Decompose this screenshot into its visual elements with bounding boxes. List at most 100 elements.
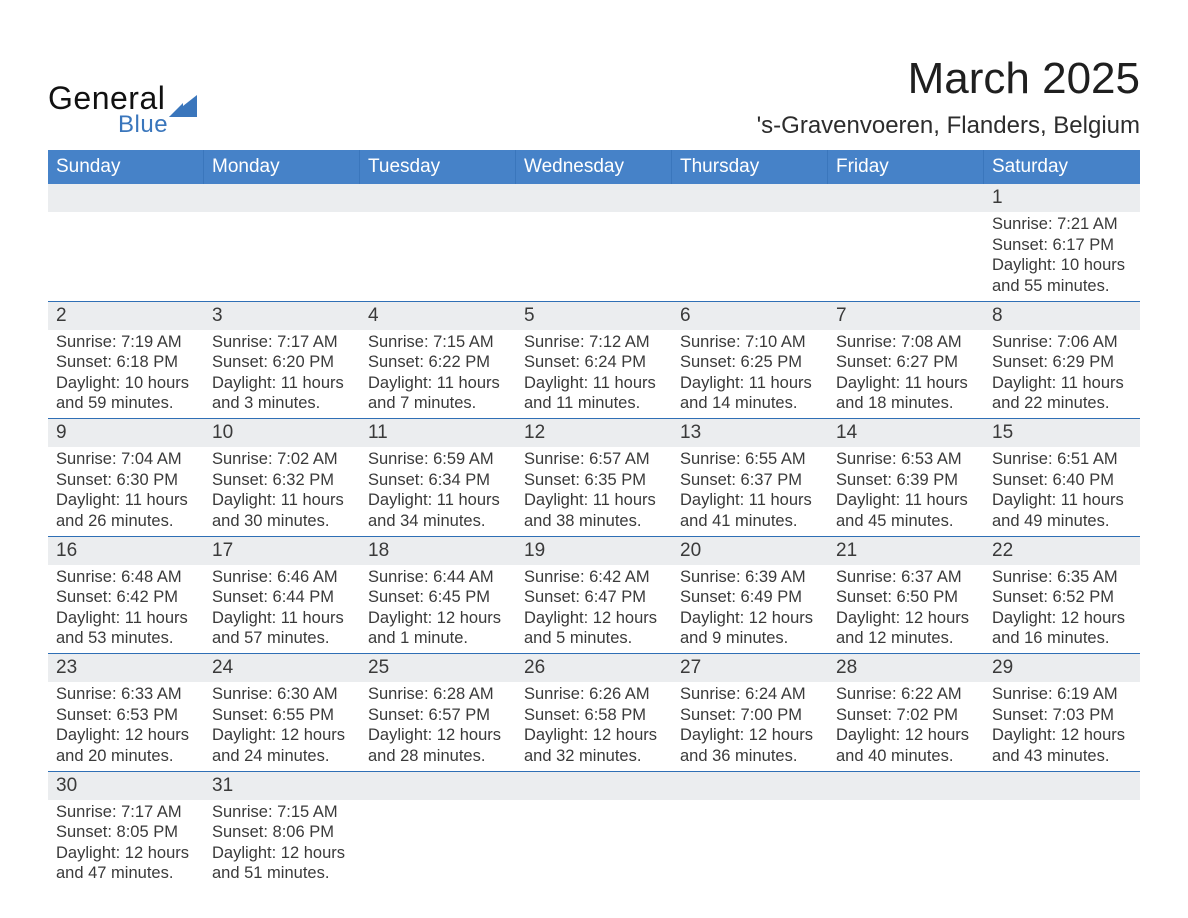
empty-cell xyxy=(828,212,984,301)
sunrise-text: Sunrise: 7:15 AM xyxy=(212,802,354,823)
day-number: 29 xyxy=(984,653,1140,682)
daylight1-text: Daylight: 11 hours xyxy=(212,373,354,394)
day-cell: Sunrise: 6:35 AMSunset: 6:52 PMDaylight:… xyxy=(984,565,1140,654)
daylight1-text: Daylight: 11 hours xyxy=(56,490,198,511)
day-number: 10 xyxy=(204,418,360,447)
daylight1-text: Daylight: 11 hours xyxy=(524,373,666,394)
day-number: 17 xyxy=(204,536,360,565)
day-number: 30 xyxy=(48,771,204,800)
daylight1-text: Daylight: 12 hours xyxy=(212,725,354,746)
daynum-row: 9101112131415 xyxy=(48,418,1140,447)
day-cell: Sunrise: 6:55 AMSunset: 6:37 PMDaylight:… xyxy=(672,447,828,536)
daylight2-text: and 11 minutes. xyxy=(524,393,666,414)
col-tuesday: Tuesday xyxy=(360,150,516,184)
sunrise-text: Sunrise: 7:06 AM xyxy=(992,332,1134,353)
sunset-text: Sunset: 7:03 PM xyxy=(992,705,1134,726)
col-monday: Monday xyxy=(204,150,360,184)
col-thursday: Thursday xyxy=(672,150,828,184)
day-number: 21 xyxy=(828,536,984,565)
sunset-text: Sunset: 6:29 PM xyxy=(992,352,1134,373)
day-cell: Sunrise: 7:12 AMSunset: 6:24 PMDaylight:… xyxy=(516,330,672,419)
day-number: 13 xyxy=(672,418,828,447)
sunset-text: Sunset: 6:27 PM xyxy=(836,352,978,373)
sunset-text: Sunset: 6:45 PM xyxy=(368,587,510,608)
sunrise-text: Sunrise: 7:10 AM xyxy=(680,332,822,353)
daylight1-text: Daylight: 11 hours xyxy=(212,608,354,629)
logo: General Blue xyxy=(48,80,197,139)
daylight2-text: and 16 minutes. xyxy=(992,628,1134,649)
day-cell: Sunrise: 6:44 AMSunset: 6:45 PMDaylight:… xyxy=(360,565,516,654)
sunrise-text: Sunrise: 6:51 AM xyxy=(992,449,1134,470)
col-sunday: Sunday xyxy=(48,150,204,184)
empty-cell xyxy=(672,212,828,301)
day-number: 23 xyxy=(48,653,204,682)
empty-cell xyxy=(360,800,516,889)
daylight1-text: Daylight: 12 hours xyxy=(992,608,1134,629)
daylight2-text: and 53 minutes. xyxy=(56,628,198,649)
daylight1-text: Daylight: 11 hours xyxy=(836,490,978,511)
col-wednesday: Wednesday xyxy=(516,150,672,184)
daylight2-text: and 14 minutes. xyxy=(680,393,822,414)
empty-cell xyxy=(516,184,672,212)
day-number: 5 xyxy=(516,301,672,330)
empty-cell xyxy=(360,184,516,212)
sunset-text: Sunset: 6:17 PM xyxy=(992,235,1134,256)
sunrise-text: Sunrise: 7:02 AM xyxy=(212,449,354,470)
sunset-text: Sunset: 8:06 PM xyxy=(212,822,354,843)
day-cell: Sunrise: 6:28 AMSunset: 6:57 PMDaylight:… xyxy=(360,682,516,771)
daylight2-text: and 5 minutes. xyxy=(524,628,666,649)
daylight2-text: and 30 minutes. xyxy=(212,511,354,532)
day-cell: Sunrise: 6:22 AMSunset: 7:02 PMDaylight:… xyxy=(828,682,984,771)
empty-cell xyxy=(984,771,1140,800)
daylight2-text: and 20 minutes. xyxy=(56,746,198,767)
daylight1-text: Daylight: 12 hours xyxy=(524,608,666,629)
sunrise-text: Sunrise: 6:48 AM xyxy=(56,567,198,588)
empty-cell xyxy=(828,184,984,212)
daylight2-text: and 28 minutes. xyxy=(368,746,510,767)
daylight2-text: and 43 minutes. xyxy=(992,746,1134,767)
empty-cell xyxy=(48,212,204,301)
sunrise-text: Sunrise: 6:37 AM xyxy=(836,567,978,588)
sunrise-text: Sunrise: 6:55 AM xyxy=(680,449,822,470)
sunrise-text: Sunrise: 6:42 AM xyxy=(524,567,666,588)
day-number: 20 xyxy=(672,536,828,565)
daylight1-text: Daylight: 12 hours xyxy=(680,725,822,746)
day-cell: Sunrise: 7:04 AMSunset: 6:30 PMDaylight:… xyxy=(48,447,204,536)
detail-row: Sunrise: 7:21 AMSunset: 6:17 PMDaylight:… xyxy=(48,212,1140,301)
sunrise-text: Sunrise: 7:04 AM xyxy=(56,449,198,470)
day-number: 14 xyxy=(828,418,984,447)
sunrise-text: Sunrise: 6:24 AM xyxy=(680,684,822,705)
day-number: 22 xyxy=(984,536,1140,565)
daylight2-text: and 51 minutes. xyxy=(212,863,354,884)
sunset-text: Sunset: 6:47 PM xyxy=(524,587,666,608)
empty-cell xyxy=(516,771,672,800)
day-number: 28 xyxy=(828,653,984,682)
day-cell: Sunrise: 7:15 AMSunset: 8:06 PMDaylight:… xyxy=(204,800,360,889)
day-cell: Sunrise: 6:37 AMSunset: 6:50 PMDaylight:… xyxy=(828,565,984,654)
day-cell: Sunrise: 6:51 AMSunset: 6:40 PMDaylight:… xyxy=(984,447,1140,536)
sunrise-text: Sunrise: 6:59 AM xyxy=(368,449,510,470)
sunrise-text: Sunrise: 7:19 AM xyxy=(56,332,198,353)
sunrise-text: Sunrise: 6:35 AM xyxy=(992,567,1134,588)
sunset-text: Sunset: 6:22 PM xyxy=(368,352,510,373)
daynum-row: 16171819202122 xyxy=(48,536,1140,565)
sunset-text: Sunset: 6:18 PM xyxy=(56,352,198,373)
day-cell: Sunrise: 6:48 AMSunset: 6:42 PMDaylight:… xyxy=(48,565,204,654)
day-cell: Sunrise: 6:19 AMSunset: 7:03 PMDaylight:… xyxy=(984,682,1140,771)
day-cell: Sunrise: 7:21 AMSunset: 6:17 PMDaylight:… xyxy=(984,212,1140,301)
day-cell: Sunrise: 7:10 AMSunset: 6:25 PMDaylight:… xyxy=(672,330,828,419)
day-number: 1 xyxy=(984,184,1140,212)
daylight1-text: Daylight: 11 hours xyxy=(212,490,354,511)
detail-row: Sunrise: 7:17 AMSunset: 8:05 PMDaylight:… xyxy=(48,800,1140,889)
sunset-text: Sunset: 6:35 PM xyxy=(524,470,666,491)
daynum-row: 3031 xyxy=(48,771,1140,800)
empty-cell xyxy=(360,212,516,301)
empty-cell xyxy=(360,771,516,800)
day-number: 9 xyxy=(48,418,204,447)
empty-cell xyxy=(516,212,672,301)
sunrise-text: Sunrise: 7:21 AM xyxy=(992,214,1134,235)
day-number: 26 xyxy=(516,653,672,682)
detail-row: Sunrise: 6:33 AMSunset: 6:53 PMDaylight:… xyxy=(48,682,1140,771)
day-cell: Sunrise: 7:19 AMSunset: 6:18 PMDaylight:… xyxy=(48,330,204,419)
sunset-text: Sunset: 6:24 PM xyxy=(524,352,666,373)
